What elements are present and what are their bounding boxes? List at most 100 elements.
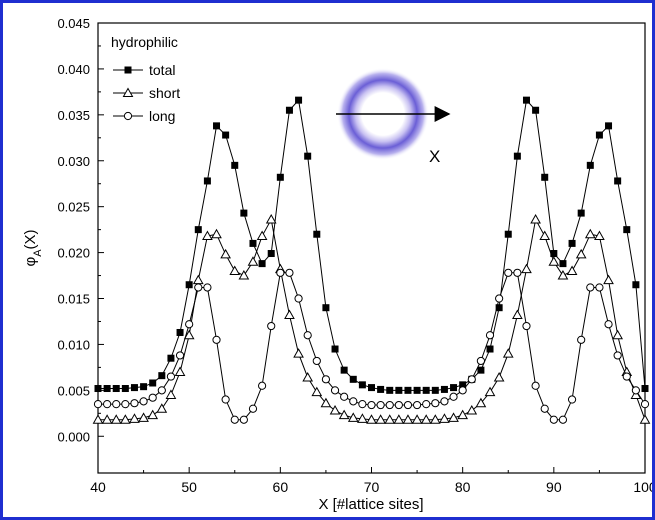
- legend-item-short: short: [113, 85, 180, 101]
- data-point-long: [112, 400, 121, 409]
- y-axis-label-sub: A: [32, 249, 44, 257]
- data-point-long: [121, 400, 130, 409]
- data-point-long: [495, 294, 504, 303]
- data-point-total: [614, 177, 622, 185]
- data-point-short: [192, 274, 204, 285]
- data-point-short: [539, 230, 551, 241]
- data-point-total: [103, 385, 111, 393]
- data-point-short: [575, 248, 587, 259]
- data-point-short: [466, 405, 478, 415]
- data-point-total: [495, 304, 503, 312]
- y-tick-label: 0.020: [57, 246, 90, 261]
- data-point-long: [148, 393, 157, 402]
- data-point-short: [302, 371, 314, 382]
- data-point-short: [265, 214, 277, 224]
- data-point-total: [595, 131, 603, 139]
- data-point-long: [458, 386, 467, 395]
- data-point-total: [477, 366, 485, 374]
- data-point-short: [457, 409, 469, 420]
- data-point-short: [594, 230, 605, 241]
- y-tick-label: 0.000: [57, 429, 90, 444]
- data-point-total: [213, 122, 221, 130]
- data-point-total: [295, 96, 303, 104]
- data-point-long: [239, 415, 248, 424]
- data-point-total: [486, 345, 494, 353]
- data-point-total: [94, 385, 102, 393]
- data-point-short: [202, 230, 213, 241]
- x-tick-label: 100: [633, 479, 652, 495]
- data-point-short: [411, 414, 423, 424]
- data-point-total: [249, 239, 257, 247]
- data-point-long: [504, 268, 513, 277]
- data-point-long: [412, 400, 422, 410]
- data-point-short: [639, 414, 651, 424]
- data-point-short: [612, 329, 624, 340]
- data-point-total: [358, 381, 366, 389]
- data-point-long: [248, 404, 258, 413]
- data-point-long: [558, 415, 568, 424]
- data-point-short: [211, 228, 222, 239]
- data-point-long: [577, 335, 586, 344]
- data-point-short: [329, 405, 341, 415]
- data-point-short: [493, 371, 505, 382]
- data-point-total: [431, 386, 439, 394]
- series-long: [93, 268, 650, 424]
- data-point-total: [459, 381, 467, 389]
- data-point-short: [92, 414, 104, 424]
- data-point-long: [549, 415, 558, 424]
- data-point-short: [347, 412, 359, 422]
- data-point-long: [185, 320, 194, 329]
- data-point-long: [485, 331, 495, 340]
- data-point-total: [258, 260, 266, 268]
- data-point-long: [93, 400, 103, 409]
- data-point-total: [568, 239, 576, 247]
- series-layer: [92, 96, 651, 424]
- data-point-short: [174, 366, 186, 376]
- data-point-short: [512, 309, 523, 320]
- data-point-total: [450, 384, 458, 392]
- data-point-total: [331, 345, 339, 353]
- data-point-total: [194, 226, 202, 234]
- data-point-long: [449, 392, 458, 401]
- data-point-total: [504, 230, 512, 238]
- data-point-total: [349, 375, 357, 383]
- legend-item-long: long: [113, 108, 175, 124]
- legend-marker: [123, 111, 133, 121]
- data-point-long: [631, 386, 640, 395]
- data-point-short: [256, 230, 268, 241]
- data-point-short: [502, 348, 514, 358]
- y-axis-label: φA(X): [22, 229, 44, 266]
- data-point-total: [231, 161, 239, 169]
- data-point-long: [330, 386, 340, 395]
- data-point-long: [522, 321, 531, 331]
- x-tick-label: 60: [273, 479, 289, 495]
- data-point-long: [531, 381, 540, 390]
- x-tick-label: 90: [546, 479, 562, 495]
- data-point-long: [640, 400, 650, 409]
- data-point-long: [212, 335, 221, 344]
- data-point-total: [641, 385, 649, 393]
- data-point-long: [595, 283, 604, 292]
- data-point-short: [530, 214, 541, 224]
- data-point-long: [358, 400, 367, 409]
- x-tick-label: 40: [90, 479, 106, 495]
- data-point-short: [384, 414, 396, 424]
- data-point-total: [340, 366, 348, 374]
- data-point-total: [304, 152, 312, 160]
- data-point-long: [130, 399, 139, 408]
- data-point-long: [294, 294, 303, 303]
- data-point-long: [422, 400, 431, 409]
- legend-item-total: total: [113, 62, 175, 78]
- data-point-long: [513, 268, 522, 277]
- data-point-long: [276, 268, 285, 277]
- data-point-total: [422, 386, 430, 394]
- x-tick-label: 50: [181, 479, 197, 495]
- data-point-total: [623, 226, 631, 234]
- legend-label: long: [149, 108, 175, 124]
- data-point-total: [522, 96, 530, 104]
- data-point-total: [559, 260, 567, 268]
- data-point-total: [322, 304, 330, 312]
- y-tick-label: 0.035: [57, 108, 90, 123]
- data-point-total: [276, 173, 284, 181]
